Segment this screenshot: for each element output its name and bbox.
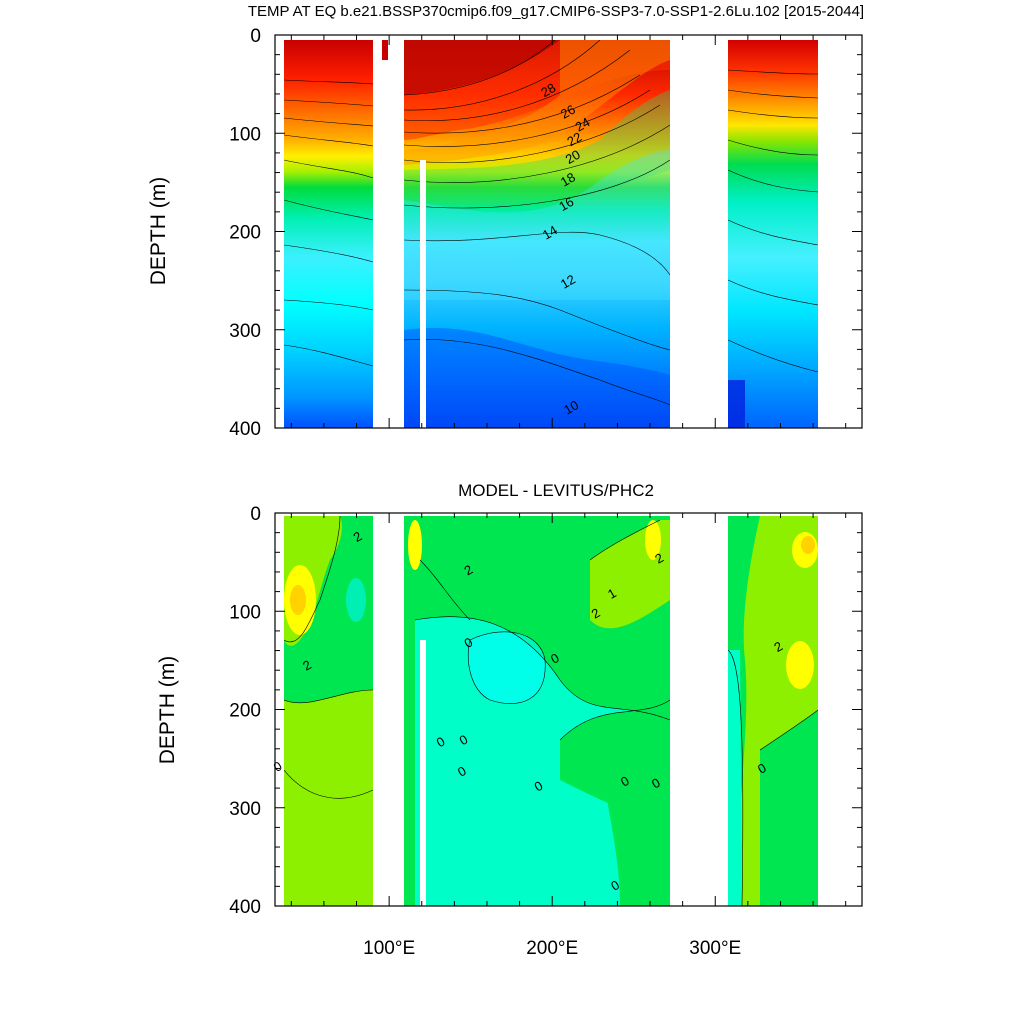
top-contour-label: 26 xyxy=(558,102,578,122)
top-contour-lines xyxy=(284,40,818,406)
bottom-pacific-yellow-west xyxy=(408,520,422,570)
bottom-atlantic-orange-top xyxy=(801,536,815,554)
top-island-gap xyxy=(420,160,426,428)
top-y-axis-label: DEPTH (m) xyxy=(147,177,170,286)
top-y-tick-label: 200 xyxy=(229,223,261,244)
top-y-tick-label: 0 xyxy=(250,26,261,47)
top-atlantic-deep xyxy=(728,380,745,428)
top-contour-label: 14 xyxy=(540,222,560,242)
bottom-land-gap-americas xyxy=(670,513,728,906)
top-contour-label: 16 xyxy=(556,194,576,214)
bottom-atlantic-green-deep xyxy=(760,710,818,906)
top-cyan-band xyxy=(404,150,670,300)
bottom-land-gap-maritime-continent xyxy=(373,513,404,906)
bottom-indian-lightgreen xyxy=(284,690,373,906)
top-contour-label: 28 xyxy=(538,80,558,100)
top-contour-label: 22 xyxy=(564,129,584,149)
bottom-pacific-cyan-core xyxy=(468,631,546,704)
top-y-tick-label: 400 xyxy=(229,419,261,440)
bottom-y-tick-label: 0 xyxy=(250,504,261,525)
bottom-y-tick-label: 300 xyxy=(229,799,261,820)
top-contour-label: 20 xyxy=(563,147,583,167)
bottom-y-tick-label: 200 xyxy=(229,701,261,722)
bottom-contour-label: 0 xyxy=(271,758,285,775)
bottom-atlantic-cyan xyxy=(728,650,742,906)
top-warm-orange-band xyxy=(404,40,670,165)
x-tick-labels: 100°E 200°E 300°E xyxy=(363,938,741,959)
bottom-indian-cyan xyxy=(346,578,366,622)
top-green-band xyxy=(404,90,670,206)
bottom-indian-orange xyxy=(290,585,306,615)
top-chart-title: TEMP AT EQ b.e21.BSSP370cmip6.f09_g17.CM… xyxy=(248,3,864,20)
top-warm-pool-core xyxy=(404,40,560,95)
top-land-gap-maritime-continent xyxy=(373,35,404,428)
bottom-axis-ticks: 0 100 200 300 400 xyxy=(229,504,862,918)
bottom-pacific-yellow-east xyxy=(645,520,661,560)
top-temperature-field xyxy=(284,40,818,428)
bottom-difference-field xyxy=(284,516,818,906)
bottom-y-axis-label: DEPTH (m) xyxy=(156,656,179,765)
top-land-gap-americas xyxy=(670,35,728,428)
bottom-pacific-green-se xyxy=(600,760,670,906)
top-indian-ocean-fill xyxy=(284,40,373,428)
top-y-tick-label: 300 xyxy=(229,321,261,342)
top-marginal-sea xyxy=(382,40,388,60)
top-atlantic-ocean-fill xyxy=(728,40,818,428)
top-axis-ticks: 0 100 200 300 400 xyxy=(229,26,862,440)
top-deep-blue xyxy=(404,327,670,428)
bottom-y-tick-label: 400 xyxy=(229,897,261,918)
bottom-island-gap xyxy=(420,640,426,906)
bottom-contour-lines xyxy=(284,516,818,906)
top-contour-label: 24 xyxy=(573,114,593,134)
top-contour-label: 10 xyxy=(561,397,581,417)
bottom-y-tick-label: 100 xyxy=(229,602,261,623)
bottom-atlantic-yellow-mid xyxy=(786,641,814,689)
x-tick-label: 200°E xyxy=(526,938,578,959)
x-tick-label: 100°E xyxy=(363,938,415,959)
bottom-chart-title: MODEL - LEVITUS/PHC2 xyxy=(458,481,654,500)
x-tick-label: 300°E xyxy=(689,938,741,959)
top-contour-label: 18 xyxy=(558,169,578,189)
top-contour-label: 12 xyxy=(558,272,578,292)
top-y-tick-label: 100 xyxy=(229,124,261,145)
